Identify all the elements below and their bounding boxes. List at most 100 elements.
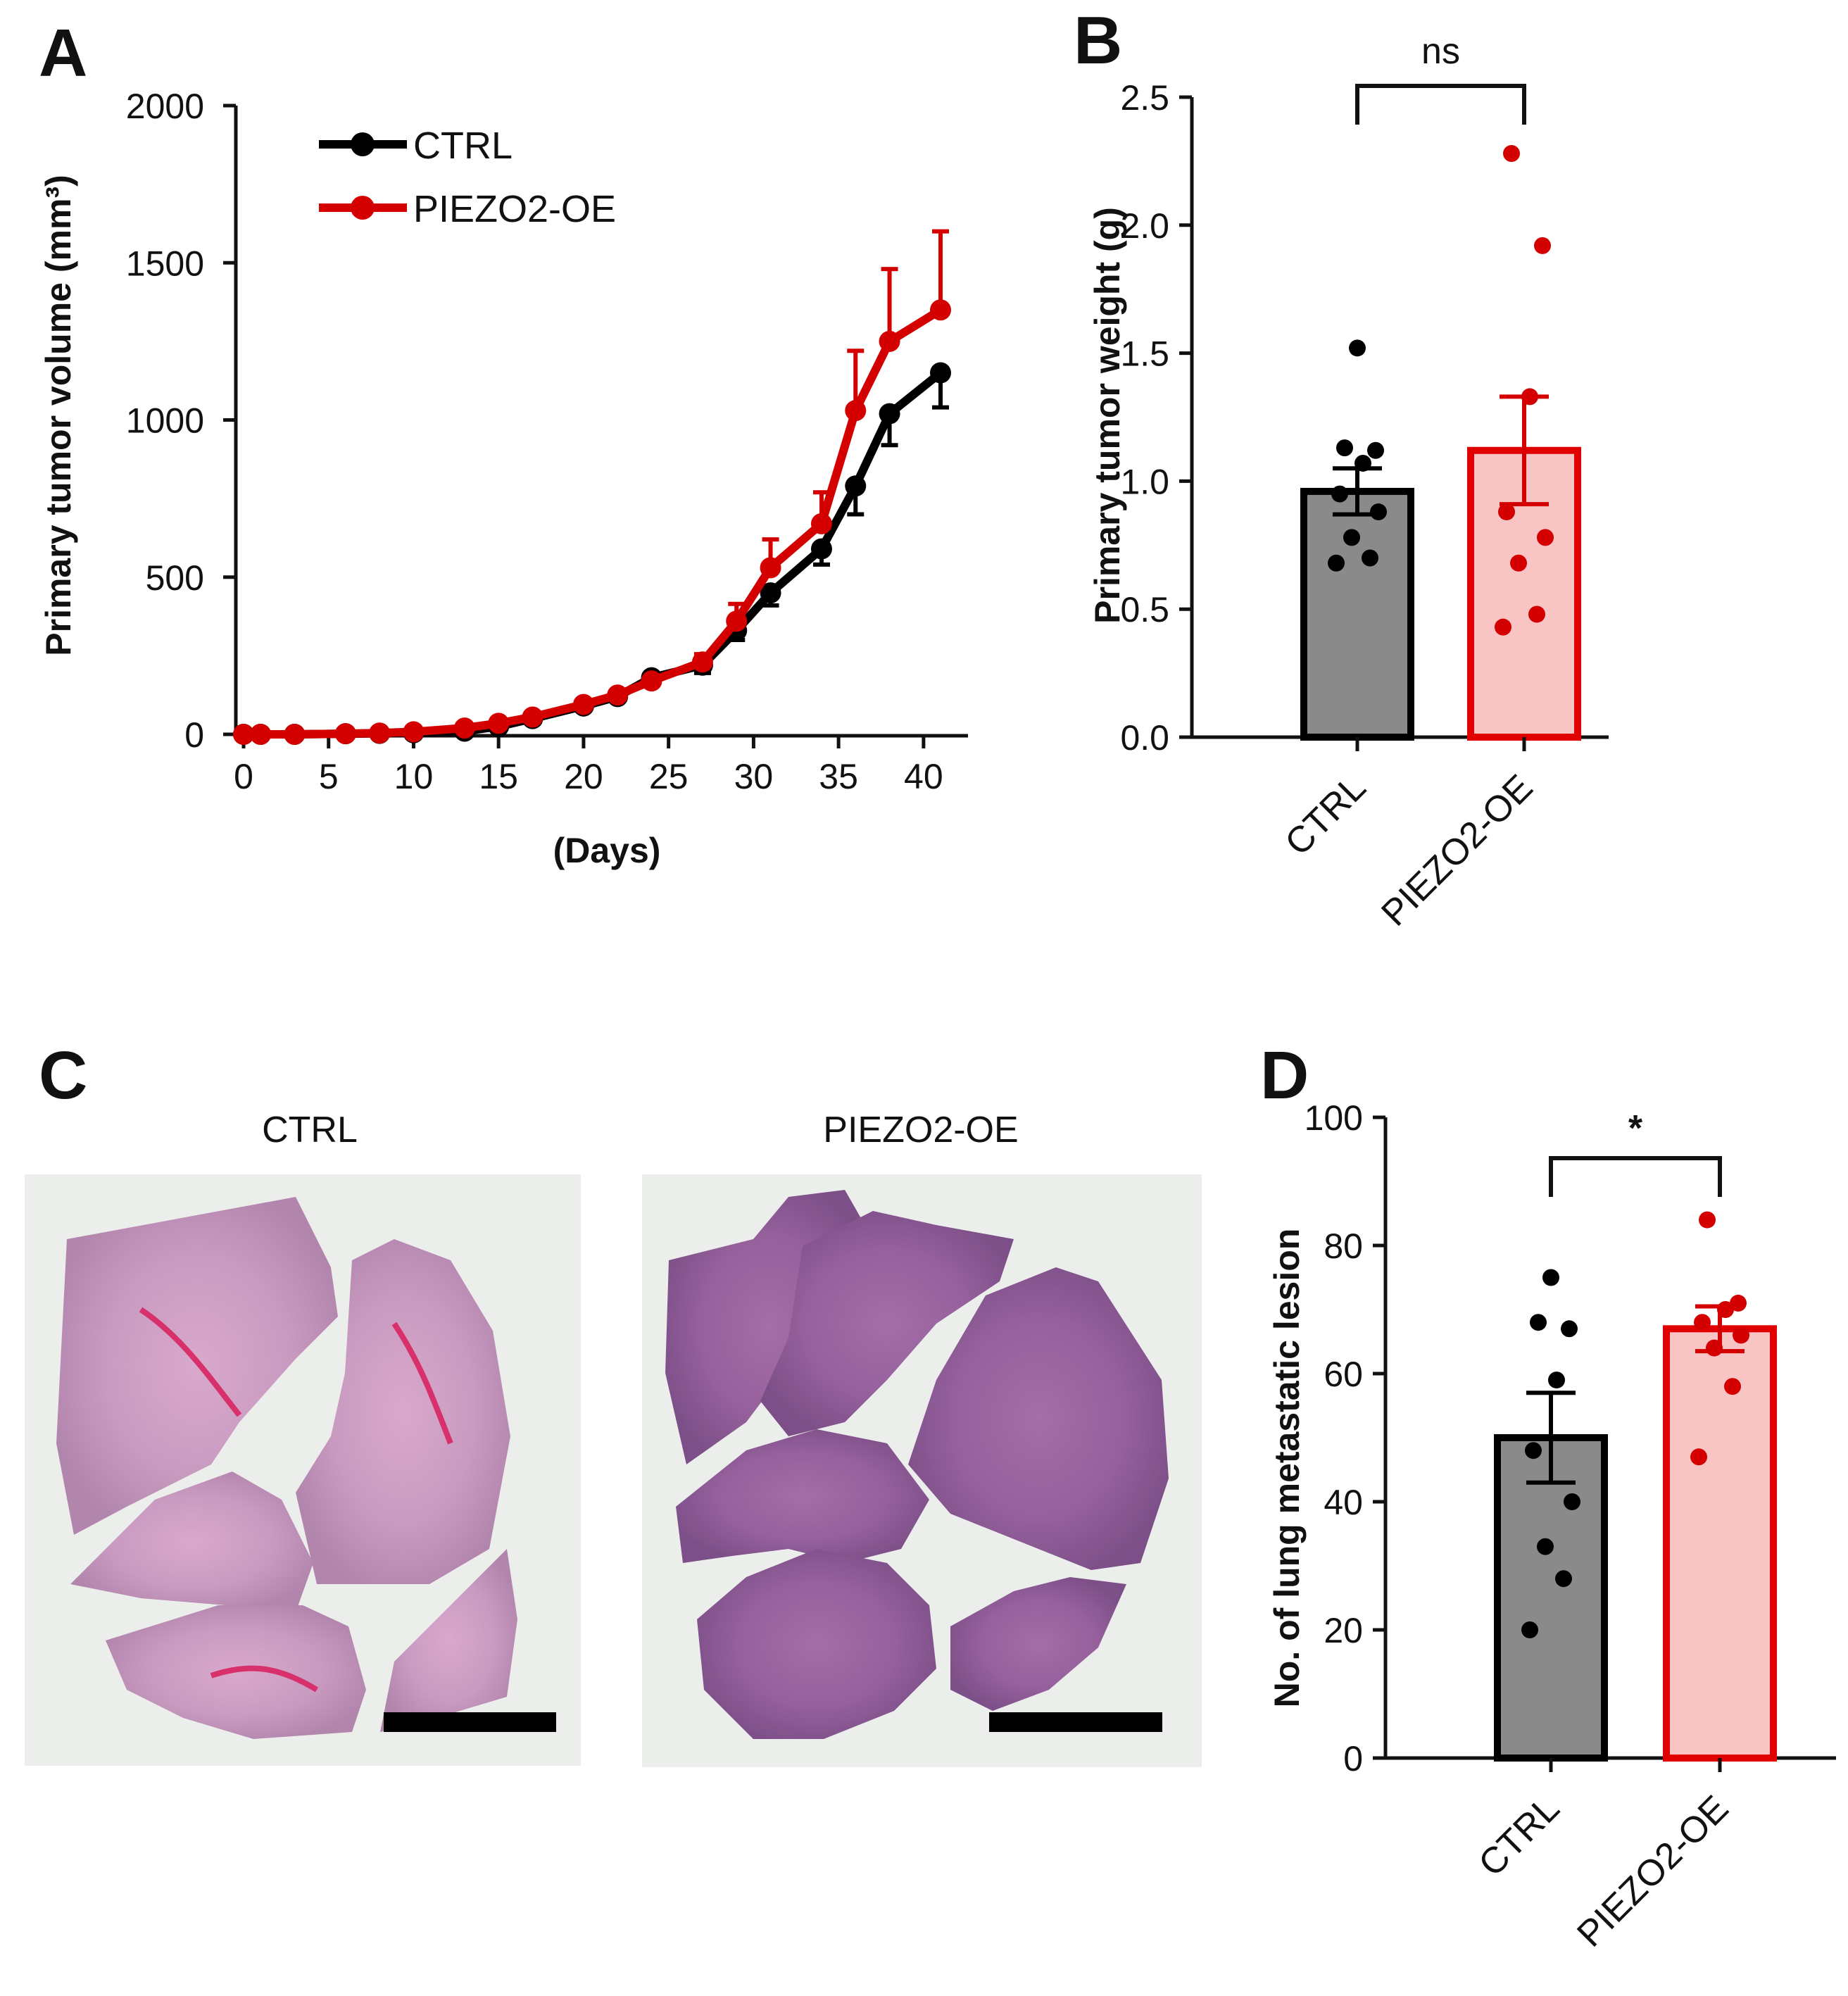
panel-d-data-point — [1548, 1372, 1565, 1389]
data-point — [250, 724, 272, 745]
panel-d-data-point — [1690, 1448, 1707, 1466]
panel-d-y-tick-label: 20 — [1324, 1611, 1363, 1650]
panel-a-x-tick-label: 0 — [234, 757, 253, 796]
panel-a-x-tick-label: 35 — [819, 757, 858, 796]
panel-a-legend: CTRL PIEZO2-OE — [319, 125, 616, 230]
panel-b-category-label: CTRL — [1277, 767, 1374, 863]
panel-c-title-oe: PIEZO2-OE — [823, 1110, 1018, 1150]
data-point — [607, 684, 629, 706]
panel-a-y-tick-label: 1500 — [126, 244, 204, 283]
panel-d-data-point — [1706, 1339, 1723, 1357]
panel-b-data-point — [1367, 441, 1384, 459]
scale-bar-oe — [989, 1712, 1162, 1732]
panel-b-data-point — [1528, 605, 1545, 623]
legend-label: CTRL — [413, 125, 513, 167]
panel-a-series — [233, 229, 951, 745]
panel-d-data-point — [1542, 1269, 1559, 1286]
panel-a-x-tick-label: 15 — [479, 757, 518, 796]
panel-a-x-tick-label: 40 — [904, 757, 943, 796]
data-point — [641, 670, 662, 692]
lung-lobe — [676, 1429, 929, 1563]
panel-d-data-point — [1555, 1570, 1572, 1588]
panel-d-bar-chart: 0 20 40 60 80 100 CTRL PIEZO2-OE * No. of lung m… — [1267, 1098, 1836, 1955]
panel-d-data-point — [1530, 1314, 1547, 1331]
panel-b-y-tick-label: 2.0 — [1120, 206, 1169, 246]
histology-image-ctrl — [25, 1174, 581, 1766]
panel-d-bar-piezo2-oe — [1663, 1325, 1777, 1762]
lung-lobe — [950, 1577, 1126, 1711]
panel-a-axes: 0 500 1000 1500 2000 0 5 10 15 20 25 30 35 40 — [126, 87, 968, 796]
data-point — [845, 475, 867, 497]
panel-b-data-point — [1534, 237, 1551, 254]
panel-a-y-tick-label: 2000 — [126, 87, 204, 126]
panel-b-y-tick-label: 2.5 — [1120, 78, 1169, 118]
data-point — [572, 693, 594, 715]
panel-d-ylabel: No. of lung metastatic lesion — [1267, 1229, 1307, 1708]
data-point — [760, 582, 781, 604]
panel-c-title-ctrl: CTRL — [262, 1110, 358, 1150]
data-point — [691, 651, 713, 673]
panel-d-data-point — [1525, 1442, 1542, 1460]
panel-d-y-tick-label: 100 — [1305, 1098, 1363, 1138]
panel-d-plot: 0 20 40 60 80 100 CTRL PIEZO2-OE * — [1305, 1098, 1836, 1955]
panel-d-data-point — [1724, 1378, 1741, 1395]
panel-b-y-tick-label: 0.5 — [1120, 590, 1169, 629]
panel-a-xlabel: (Days) — [553, 831, 661, 870]
panel-b-data-point — [1498, 503, 1515, 521]
data-point — [334, 723, 356, 745]
panel-a-y-tick-label: 1000 — [126, 401, 204, 441]
lung-lobe — [697, 1549, 936, 1739]
panel-d-data-point — [1561, 1320, 1578, 1338]
panel-label-b: B — [1074, 3, 1122, 78]
panel-d-data-point — [1717, 1301, 1734, 1318]
panel-a-ylabel: Primary tumor volume (mm³) — [39, 175, 78, 655]
data-point — [403, 721, 425, 743]
panel-b-data-point — [1349, 339, 1366, 357]
panel-b-bar-chart: 0.0 0.5 1.0 1.5 2.0 2.5 CTRL PIEZO2-OE ns Primar… — [1088, 31, 1609, 934]
data-point — [233, 724, 254, 745]
panel-d-y-tick-label: 0 — [1343, 1739, 1363, 1778]
panel-a-x-tick-label: 30 — [734, 757, 774, 796]
histology-image-oe — [642, 1174, 1202, 1767]
legend-label: PIEZO2-OE — [413, 188, 616, 230]
data-point — [930, 299, 951, 321]
panel-b-data-point — [1370, 503, 1387, 521]
data-point — [522, 706, 543, 728]
panel-a-y-tick-label: 500 — [146, 558, 204, 598]
data-point — [760, 557, 781, 579]
data-point — [879, 330, 900, 352]
panel-b-data-point — [1495, 618, 1511, 636]
panel-d-data-point — [1730, 1294, 1747, 1312]
panel-b-plot: 0.0 0.5 1.0 1.5 2.0 2.5 CTRL PIEZO2-OE ns — [1120, 31, 1609, 934]
panel-d-y-tick-label: 60 — [1324, 1355, 1363, 1394]
lung-lobe — [70, 1471, 313, 1612]
panel-b-data-point — [1336, 439, 1353, 457]
data-point — [879, 403, 900, 425]
lung-lobe — [760, 1211, 1014, 1436]
panel-d-data-point — [1521, 1621, 1538, 1638]
panel-b-significance-label: ns — [1421, 31, 1460, 72]
panel-b-y-tick-label: 0.0 — [1120, 718, 1169, 758]
panel-c-histology: CTRL PIEZO2-OE — [25, 1110, 1202, 1767]
panel-b-data-point — [1343, 529, 1360, 546]
panel-b-data-point — [1328, 554, 1345, 572]
panel-b-data-point — [1331, 485, 1348, 503]
panel-b-data-point — [1362, 549, 1378, 567]
panel-a-x-tick-label: 10 — [394, 757, 434, 796]
panel-label-d: D — [1260, 1038, 1309, 1113]
legend-marker — [351, 196, 375, 220]
data-point — [810, 538, 832, 560]
panel-label-c: C — [39, 1038, 87, 1113]
blood-vessel — [139, 1307, 453, 1693]
panel-d-category-label: CTRL — [1471, 1788, 1567, 1884]
panel-b-category-label: PIEZO2-OE — [1374, 767, 1540, 934]
data-point — [726, 610, 748, 632]
data-point — [488, 713, 510, 734]
panel-d-data-point — [1699, 1211, 1716, 1229]
panel-b-data-point — [1354, 454, 1371, 472]
scale-bar-ctrl — [384, 1712, 556, 1732]
panel-a-x-tick-label: 25 — [649, 757, 689, 796]
panel-d-data-point — [1694, 1314, 1711, 1331]
panel-b-data-point — [1537, 529, 1554, 546]
